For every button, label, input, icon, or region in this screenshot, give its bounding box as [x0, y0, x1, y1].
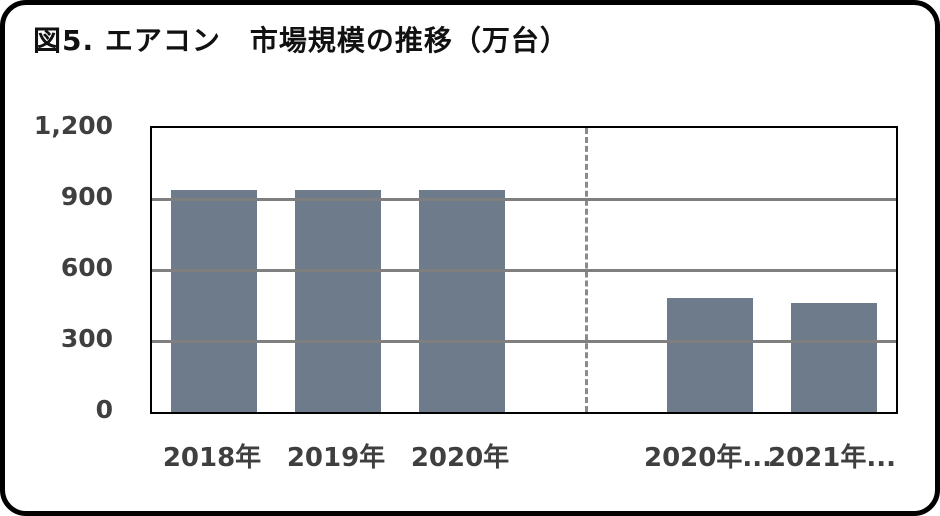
- y-tick-label-0: 0: [95, 395, 113, 424]
- y-tick-label-300: 300: [60, 324, 113, 353]
- y-tick-label-600: 600: [60, 253, 113, 282]
- gridline-900: [152, 197, 896, 201]
- bar-2019年: [295, 189, 381, 412]
- gridline-300: [152, 339, 896, 343]
- bar-2020年: [419, 189, 505, 412]
- gridline-600: [152, 268, 896, 272]
- bar-2020年...: [667, 298, 753, 412]
- x-tick-label-2021年...: 2021年...: [768, 443, 896, 473]
- bar-2018年: [171, 189, 257, 412]
- x-tick-label-2018年: 2018年: [162, 443, 262, 473]
- y-tick-label-900: 900: [60, 182, 113, 211]
- plot-area: [150, 126, 898, 414]
- chart-title: 図5. エアコン 市場規模の推移（万台）: [33, 24, 569, 57]
- x-tick-label-2020年: 2020年: [410, 443, 510, 473]
- y-axis: 0 300 600 900 1,200: [13, 111, 113, 424]
- x-axis: 2018年 2019年 2020年 2020年... 2021年...: [150, 437, 896, 477]
- bar-2021年...: [791, 303, 877, 412]
- x-tick-label-2019年: 2019年: [286, 443, 386, 473]
- y-tick-label-1,200: 1,200: [33, 111, 113, 140]
- x-tick-label-2020年...: 2020年...: [644, 443, 772, 473]
